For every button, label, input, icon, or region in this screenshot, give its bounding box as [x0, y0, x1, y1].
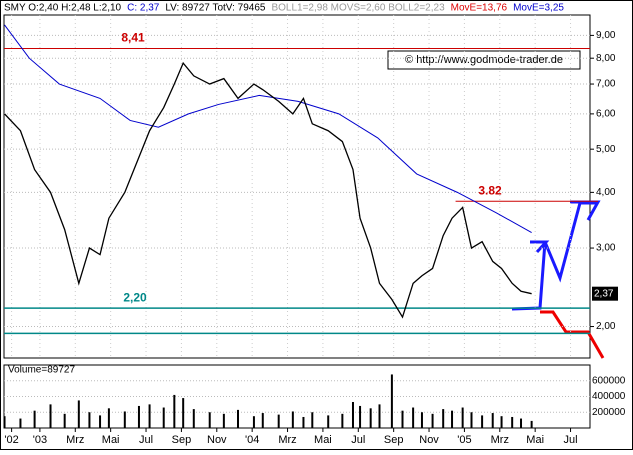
source-box	[387, 50, 581, 70]
header-item: BOLL1=2,98 MOVS=2,60 BOLL2=2,23	[271, 3, 445, 14]
header-item: C: 2,37	[127, 3, 160, 14]
header-item: LV: 89727 TotV: 79465	[165, 3, 266, 14]
x-tick-label: Mrz	[278, 434, 296, 446]
level-label: 3.82	[478, 183, 502, 197]
volume-label: Volume=89727	[8, 365, 75, 376]
y-tick-label: 2,00	[596, 321, 616, 332]
level-label: 2,20	[123, 290, 147, 304]
last-price-box	[592, 286, 618, 301]
y-tick-label: 9,00	[596, 30, 616, 41]
volume-tick-label: 600000	[592, 375, 626, 386]
source: © http://www.godmode-trader.de	[405, 54, 563, 66]
x-tick-label: '05	[457, 434, 471, 446]
y-tick-label: 4,00	[596, 187, 616, 198]
moving-average-line	[4, 24, 532, 233]
header: SMY O:2,40 H:2,48 L:2,10 C: 2,37 LV: 89727…	[4, 3, 564, 14]
x-tick-label: Nov	[419, 434, 439, 446]
price-line	[4, 61, 532, 319]
header-item: MovE=3,25	[513, 3, 564, 14]
volume-tick-label: 400000	[592, 391, 626, 402]
x-tick-label: Jul	[139, 434, 153, 446]
x-tick-label: Jul	[351, 434, 365, 446]
x-tick-label: Mrz	[491, 434, 509, 446]
x-tick-label: Sep	[384, 434, 404, 446]
y-tick-label: 6,00	[596, 109, 616, 120]
price-panel	[3, 14, 591, 359]
x-tick-label: Mai	[314, 434, 332, 446]
volume-tick-label: 200000	[592, 407, 626, 418]
x-tick-label: Nov	[207, 434, 227, 446]
x-tick-label: Mrz	[66, 434, 84, 446]
x-tick-label: Mai	[526, 434, 544, 446]
y-tick-label: 5,00	[596, 144, 616, 155]
y-tick-label: 8,00	[596, 53, 616, 64]
level-label: 8,41	[121, 31, 145, 45]
x-tick-label: Mai	[102, 434, 120, 446]
x-tick-label: '03	[33, 434, 47, 446]
x-tick-label: '04	[245, 434, 259, 446]
x-tick-label: Jul	[564, 434, 578, 446]
header-item: SMY O:2,40 H:2,48 L:2,10	[4, 3, 122, 14]
last-price-label: 2,37	[594, 288, 614, 299]
projection-down	[540, 310, 605, 359]
x-tick-label: '02	[4, 434, 18, 446]
header-item: MovE=13,76	[451, 3, 508, 14]
x-tick-label: Sep	[172, 434, 192, 446]
y-tick-label: 3,00	[596, 243, 616, 254]
y-tick-label: 7,00	[596, 79, 616, 90]
